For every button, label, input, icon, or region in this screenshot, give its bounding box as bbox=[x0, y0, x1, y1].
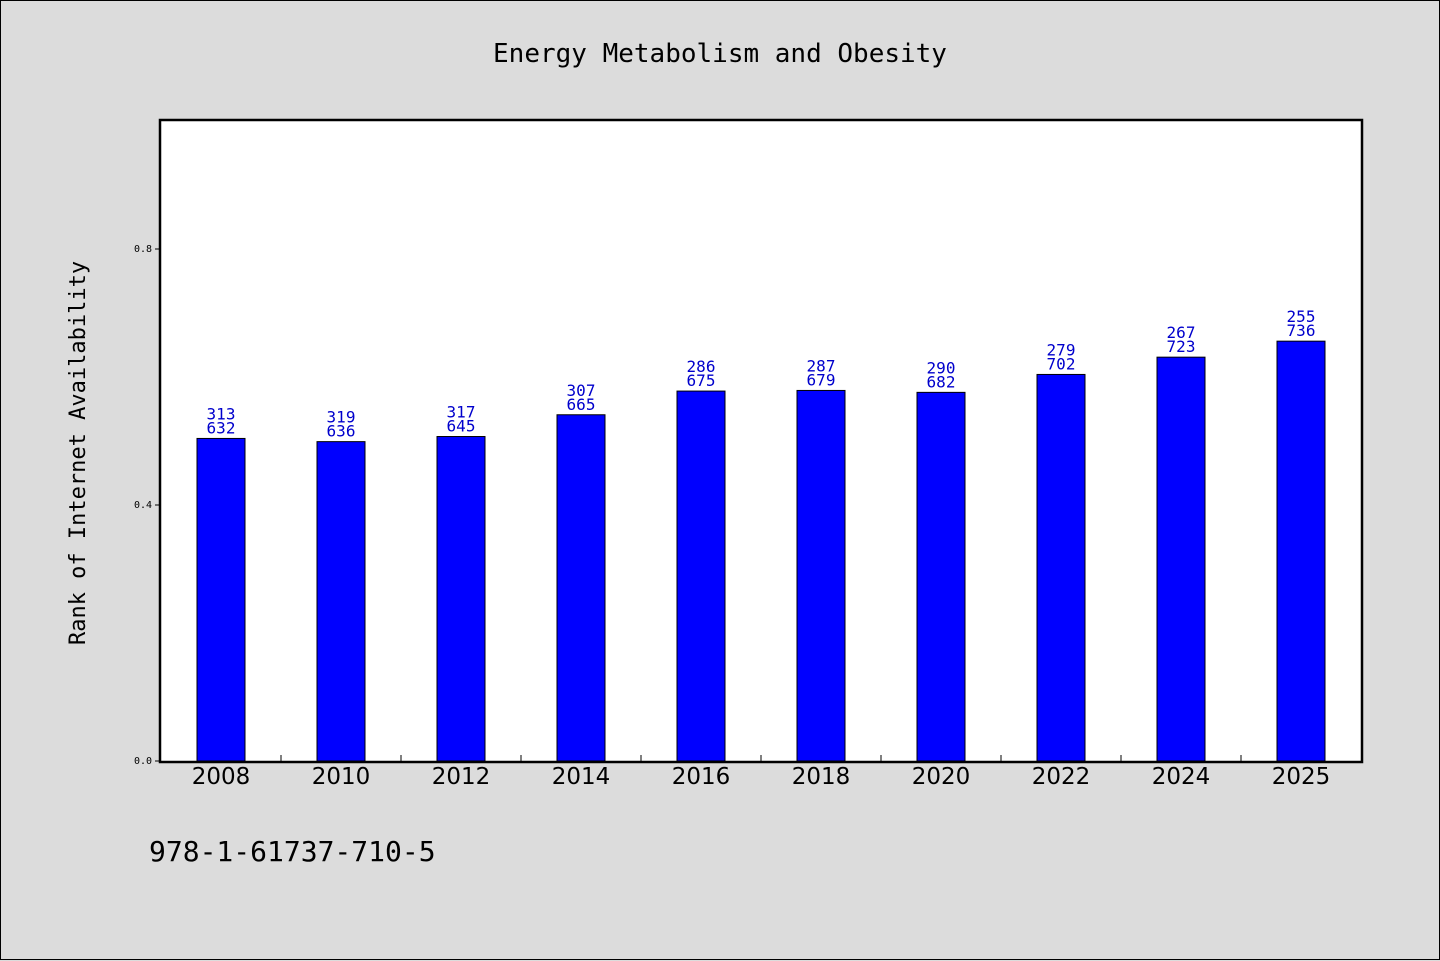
data-label-bottom: 632 bbox=[207, 418, 236, 437]
data-label-top: 279 bbox=[1047, 340, 1076, 359]
data-label-top: 286 bbox=[687, 357, 716, 376]
bar bbox=[196, 437, 246, 762]
data-label-top: 317 bbox=[447, 403, 476, 422]
x-tick-label: 2024 bbox=[1152, 764, 1211, 790]
data-label-bottom: 679 bbox=[807, 370, 836, 389]
data-label-bottom: 665 bbox=[567, 395, 596, 414]
data-label-top: 267 bbox=[1167, 323, 1196, 342]
data-label-top: 307 bbox=[567, 381, 596, 400]
data-label-bottom: 636 bbox=[327, 422, 356, 441]
x-tick-label: 2020 bbox=[912, 764, 971, 790]
y-ticks: 0.0 0.4 0.8 bbox=[134, 244, 161, 767]
bar bbox=[1276, 340, 1326, 762]
data-label-bottom: 682 bbox=[927, 372, 956, 391]
bar bbox=[916, 391, 966, 762]
x-tick-label: 2010 bbox=[312, 764, 371, 790]
x-tick-label: 2018 bbox=[792, 764, 851, 790]
x-tick-label: 2016 bbox=[672, 764, 731, 790]
bars bbox=[196, 340, 1326, 762]
bar bbox=[1036, 373, 1086, 762]
isbn-footnote: 978-1-61737-710-5 bbox=[149, 835, 436, 868]
x-tick-label: 2014 bbox=[552, 764, 611, 790]
data-label-top: 287 bbox=[807, 356, 836, 375]
data-label-top: 313 bbox=[207, 404, 236, 423]
data-label-top: 319 bbox=[327, 408, 356, 427]
x-tick-label: 2012 bbox=[432, 764, 491, 790]
y-tick-label: 0.4 bbox=[134, 500, 152, 511]
y-axis-label: Rank of Internet Availability bbox=[66, 261, 91, 645]
chart-title: Energy Metabolism and Obesity bbox=[493, 39, 947, 69]
x-ticks: 2008 2010 2012 2014 2016 2018 2020 2022 2024 2025 bbox=[192, 755, 1331, 790]
bar bbox=[436, 436, 486, 762]
data-label-bottom: 736 bbox=[1287, 321, 1316, 340]
bar bbox=[796, 389, 846, 762]
data-label-bottom: 702 bbox=[1047, 354, 1076, 373]
bar bbox=[556, 414, 606, 762]
data-label-bottom: 645 bbox=[447, 417, 476, 436]
data-label-top: 255 bbox=[1287, 307, 1316, 326]
data-label-bottom: 675 bbox=[687, 371, 716, 390]
y-tick-label: 0.8 bbox=[134, 244, 152, 255]
x-tick-label: 2025 bbox=[1272, 764, 1331, 790]
bar bbox=[676, 390, 726, 762]
data-label-bottom: 723 bbox=[1167, 337, 1196, 356]
bar bbox=[1156, 356, 1206, 762]
x-tick-label: 2008 bbox=[192, 764, 251, 790]
x-tick-label: 2022 bbox=[1032, 764, 1091, 790]
data-label-top: 290 bbox=[927, 358, 956, 377]
y-tick-label: 0.0 bbox=[134, 756, 152, 767]
bar bbox=[316, 441, 366, 762]
